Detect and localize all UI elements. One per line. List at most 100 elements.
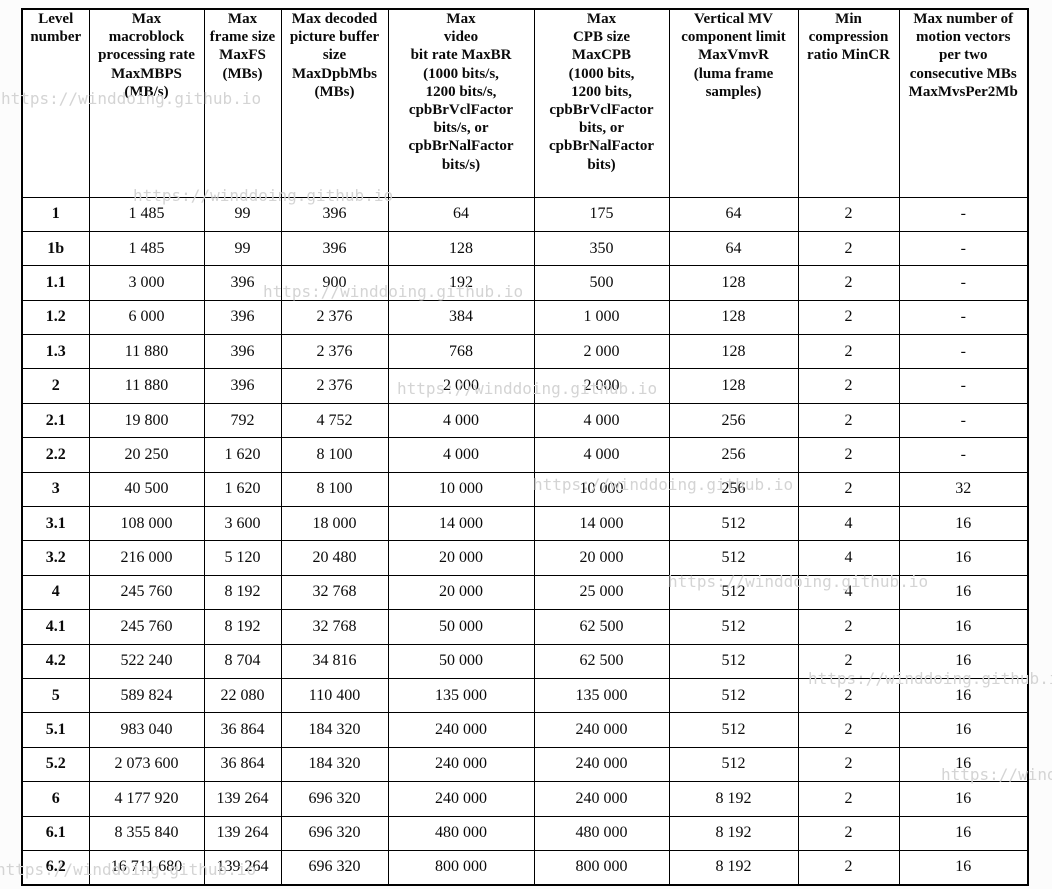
header-line: bits/s, or — [433, 120, 489, 137]
h264-levels-table: Level number Max macroblock processing rate M… — [21, 8, 1029, 886]
value-cell-max-vmv-r: 512 — [668, 677, 799, 714]
level-cell: 2.2 — [21, 437, 90, 473]
value-cell-max-cpb: 62 500 — [533, 643, 670, 679]
table-row: 3.2 216 000 5 120 20 480 20 000 20 000 512 4 16 — [21, 540, 1029, 576]
value-cell-max-cpb: 240 000 — [533, 781, 670, 817]
header-line: motion vectors — [915, 29, 1011, 46]
header-line: Level — [38, 11, 74, 27]
value-cell-max-mvs-per-2mb: 16 — [898, 712, 1029, 748]
level-cell: 5.1 — [21, 712, 90, 748]
header-line: MaxMBPS — [111, 65, 182, 82]
level-cell: 1 — [21, 196, 90, 232]
header-line: Max — [227, 11, 258, 27]
value-cell-max-br: 2 000 — [387, 368, 535, 404]
value-cell-max-vmv-r: 8 192 — [668, 781, 799, 817]
header-line: MaxCPB — [571, 47, 632, 64]
value-cell-max-fs: 396 — [203, 265, 282, 301]
table-row: 2.2 20 250 1 620 8 100 4 000 4 000 256 2- — [21, 437, 1029, 473]
level-cell: 3.2 — [21, 540, 90, 576]
header-line: video — [443, 29, 479, 46]
value-cell-max-mvs-per-2mb: - — [898, 230, 1029, 267]
value-cell-max-br: 192 — [387, 265, 535, 301]
value-cell-max-mbps: 983 040 — [88, 712, 205, 748]
table-row: 5 589 824 22 080 110 400 135 000 135 000 512 2 1… — [21, 677, 1029, 714]
header-line: 1200 bits/s, — [425, 83, 497, 100]
value-cell-max-br: 384 — [387, 299, 535, 336]
value-cell-max-cpb: 500 — [533, 265, 670, 301]
table-row: 1b 1 485 99 396 128 350 64 2- — [21, 230, 1029, 267]
value-cell-max-dpb-mbs: 696 320 — [280, 849, 389, 886]
value-cell-max-mbps: 3 000 — [88, 265, 205, 301]
value-cell-max-cpb: 350 — [533, 230, 670, 267]
level-cell: 2.1 — [21, 402, 90, 439]
value-cell-max-vmv-r: 512 — [668, 609, 799, 645]
value-cell-max-dpb-mbs: 4 752 — [280, 402, 389, 439]
value-cell-max-mbps: 522 240 — [88, 643, 205, 679]
value-cell-max-cpb: 25 000 — [533, 574, 670, 611]
value-cell-max-br: 480 000 — [387, 815, 535, 851]
value-cell-max-vmv-r: 64 — [668, 196, 799, 232]
header-line: component limit — [681, 29, 786, 46]
value-cell-max-dpb-mbs: 696 320 — [280, 815, 389, 851]
header-line: Max decoded — [291, 11, 378, 27]
header-line: 1200 bits, — [571, 83, 632, 100]
level-cell: 1.3 — [21, 334, 90, 370]
value-cell-max-mvs-per-2mb: - — [898, 368, 1029, 404]
value-cell-max-vmv-r: 128 — [668, 299, 799, 336]
value-cell-max-cpb: 175 — [533, 196, 670, 232]
value-cell-max-mbps: 20 250 — [88, 437, 205, 473]
value-cell-max-br: 240 000 — [387, 746, 535, 783]
header-line: Max — [131, 11, 162, 27]
value-cell-max-br: 4 000 — [387, 402, 535, 439]
value-cell-max-mvs-per-2mb: - — [898, 402, 1029, 439]
header-line: Max — [446, 11, 476, 27]
value-cell-max-cpb: 480 000 — [533, 815, 670, 851]
header-line: MaxDpbMbs — [291, 65, 377, 82]
header-line: per two — [939, 47, 988, 64]
table-row: 4.2 522 240 8 704 34 816 50 000 62 500 512 2 16 — [21, 643, 1029, 679]
value-cell-max-br: 64 — [387, 196, 535, 232]
value-cell-max-fs: 139 264 — [203, 781, 282, 817]
value-cell-max-dpb-mbs: 20 480 — [280, 540, 389, 576]
value-cell-max-mvs-per-2mb: - — [898, 196, 1029, 232]
value-cell-max-dpb-mbs: 34 816 — [280, 643, 389, 679]
value-cell-max-mvs-per-2mb: - — [898, 437, 1029, 473]
table-row: 1.1 3 000 396 900 192 500 128 2- — [21, 265, 1029, 301]
value-cell-max-vmv-r: 512 — [668, 712, 799, 748]
value-cell-max-fs: 36 864 — [203, 712, 282, 748]
value-cell-max-vmv-r: 128 — [668, 368, 799, 404]
value-cell-max-cpb: 240 000 — [533, 712, 670, 748]
value-cell-max-dpb-mbs: 696 320 — [280, 781, 389, 817]
level-cell: 4.1 — [21, 609, 90, 645]
column-header-min-cr: Min compression ratio MinCR — [797, 8, 900, 198]
header-line: number — [30, 29, 82, 46]
value-cell-min-cr: 2 — [797, 849, 900, 886]
value-cell-max-mvs-per-2mb: 16 — [898, 643, 1029, 679]
value-cell-max-mvs-per-2mb: 16 — [898, 574, 1029, 611]
value-cell-max-mvs-per-2mb: 16 — [898, 849, 1029, 886]
value-cell-min-cr: 2 — [797, 299, 900, 336]
header-line: cpbBrNalFactor — [549, 138, 654, 155]
table-row: 5.2 2 073 600 36 864 184 320 240 000 240 000 5… — [21, 746, 1029, 783]
value-cell-max-dpb-mbs: 8 100 — [280, 471, 389, 508]
value-cell-max-dpb-mbs: 2 376 — [280, 299, 389, 336]
value-cell-max-fs: 22 080 — [203, 677, 282, 714]
value-cell-min-cr: 2 — [797, 437, 900, 473]
value-cell-max-dpb-mbs: 8 100 — [280, 437, 389, 473]
value-cell-max-fs: 1 620 — [203, 471, 282, 508]
header-line: bits/s) — [441, 156, 481, 173]
value-cell-max-cpb: 14 000 — [533, 506, 670, 542]
header-line: (1000 bits/s, — [423, 65, 499, 82]
header-line: processing rate — [98, 47, 195, 64]
value-cell-max-dpb-mbs: 184 320 — [280, 746, 389, 783]
value-cell-max-mbps: 16 711 680 — [88, 849, 205, 886]
header-line: Max — [586, 11, 617, 27]
value-cell-min-cr: 2 — [797, 643, 900, 679]
value-cell-min-cr: 2 — [797, 334, 900, 370]
header-row: Level number Max macroblock processing rate M… — [21, 8, 1029, 198]
level-cell: 3.1 — [21, 506, 90, 542]
header-line: MaxMvsPer2Mb — [908, 83, 1018, 100]
value-cell-min-cr: 4 — [797, 506, 900, 542]
table-row: 4 245 760 8 192 32 768 20 000 25 000 512 4 16 — [21, 574, 1029, 611]
